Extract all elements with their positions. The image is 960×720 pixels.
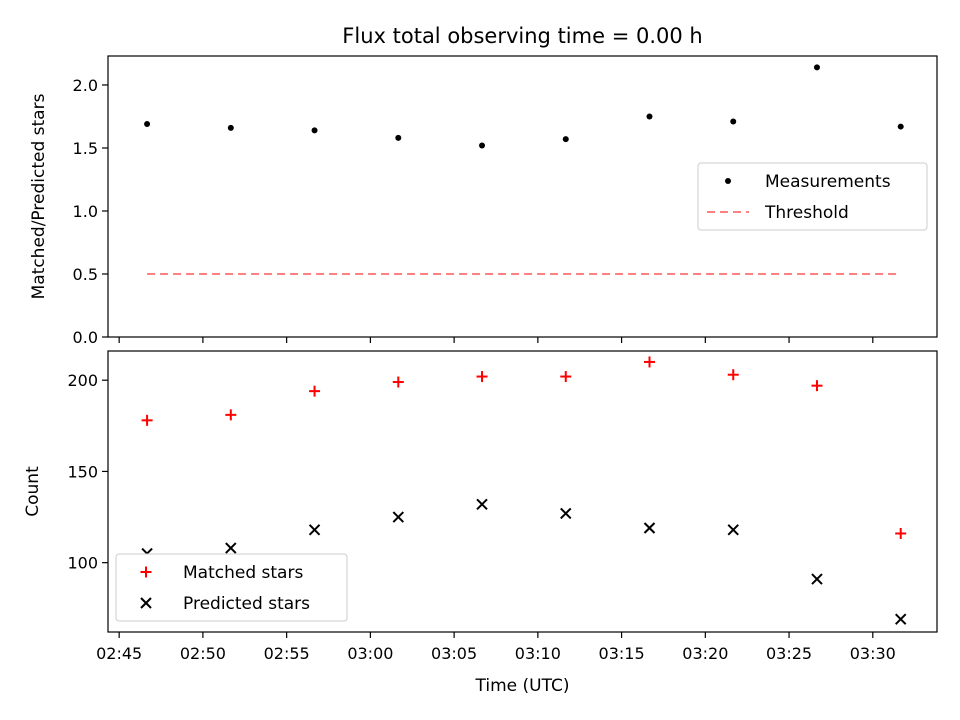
predicted-stars-point <box>476 498 488 510</box>
matched-stars-point <box>476 371 488 383</box>
predicted-stars-point <box>643 522 656 534</box>
predicted-stars-point <box>225 542 237 554</box>
predicted-stars-point-b <box>308 524 321 536</box>
x-tick-label: 02:55 <box>264 644 310 663</box>
predicted-stars-point-b <box>560 507 572 520</box>
legend-label: Matched stars <box>183 563 303 583</box>
measurement-point <box>562 136 569 143</box>
predicted-stars-point-b <box>727 524 739 536</box>
predicted-stars-point-b <box>225 542 237 554</box>
legend-label: Threshold <box>764 203 849 223</box>
measurement-point <box>395 134 402 141</box>
matched-stars-point <box>560 371 572 383</box>
chart-title: Flux total observing time = 0.00 h <box>342 24 702 48</box>
y-tick-label: 1.5 <box>73 139 98 158</box>
y-axis-label: Matched/Predicted stars <box>29 93 49 299</box>
axes-frame-0 <box>107 55 938 338</box>
measurement-point <box>813 64 820 71</box>
matched-stars-point <box>644 356 656 368</box>
predicted-stars-point <box>811 573 823 585</box>
legend-predicted-swatch-b <box>140 597 152 609</box>
predicted-stars-point <box>392 511 404 523</box>
legend-matched-swatch <box>140 566 152 578</box>
x-tick-label: 02:45 <box>96 644 142 663</box>
legend-label: Predicted stars <box>183 594 310 614</box>
x-tick-label: 03:05 <box>431 644 477 663</box>
y-tick-label: 1.0 <box>73 202 98 221</box>
matched-stars-point <box>895 527 907 539</box>
measurement-point <box>479 142 486 149</box>
x-tick-label: 03:00 <box>347 644 393 663</box>
y-tick-label: 0.5 <box>73 265 98 284</box>
legend-box <box>115 553 348 622</box>
legend-predicted-swatch <box>140 597 152 609</box>
legend-box <box>697 162 928 231</box>
matched-stars-point <box>309 385 321 397</box>
predicted-stars-point <box>895 613 907 625</box>
matched-stars-point <box>225 409 237 421</box>
measurement-point <box>227 124 234 131</box>
y-tick-label: 100 <box>67 554 98 573</box>
measurement-point <box>730 118 737 125</box>
legend-label: Measurements <box>765 172 891 192</box>
x-tick-label: 03:30 <box>850 644 896 663</box>
predicted-stars-point <box>308 524 321 536</box>
predicted-stars-point-b <box>895 613 907 625</box>
x-tick-label: 03:20 <box>682 644 728 663</box>
y-tick-label: 0.0 <box>73 328 98 347</box>
x-tick-label: 03:15 <box>599 644 645 663</box>
x-tick-label: 02:50 <box>180 644 226 663</box>
y-axis-label: Count <box>23 466 43 517</box>
matched-stars-point <box>392 376 404 388</box>
predicted-stars-point <box>727 524 739 536</box>
y-tick-label: 2.0 <box>73 76 98 95</box>
matched-stars-point <box>811 380 823 392</box>
y-tick-label: 150 <box>67 462 98 481</box>
x-tick-label: 03:25 <box>766 644 812 663</box>
predicted-stars-point-b <box>476 498 488 510</box>
predicted-stars-point <box>560 507 572 520</box>
x-axis-label: Time (UTC) <box>475 676 570 696</box>
measurement-point <box>144 121 151 128</box>
axes-frame-1 <box>107 350 938 633</box>
legend-measurement-swatch <box>725 178 731 184</box>
x-tick-label: 03:10 <box>515 644 561 663</box>
y-tick-label: 200 <box>67 371 98 390</box>
matched-stars-point <box>727 369 739 381</box>
predicted-stars-point-b <box>811 573 823 585</box>
matched-stars-point <box>141 414 153 426</box>
predicted-stars-point-b <box>643 522 656 534</box>
measurement-point <box>897 123 904 130</box>
predicted-stars-point-b <box>392 511 404 523</box>
measurement-point <box>646 113 653 120</box>
measurement-point <box>311 127 318 134</box>
